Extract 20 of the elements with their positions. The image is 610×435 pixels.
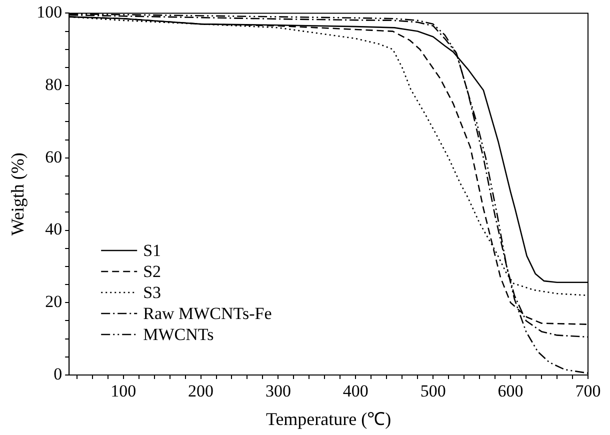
x-tick-label: 200 bbox=[188, 382, 214, 401]
y-tick-label: 20 bbox=[45, 292, 62, 312]
y-tick-label: 100 bbox=[36, 2, 62, 22]
x-tick-label: 400 bbox=[342, 382, 368, 401]
x-axis-title: Temperature (℃) bbox=[266, 408, 392, 429]
y-tick-label: 60 bbox=[45, 147, 62, 166]
x-tick-label: 300 bbox=[265, 382, 291, 401]
legend-label: S2 bbox=[143, 262, 162, 281]
y-tick-label: 40 bbox=[45, 220, 62, 239]
x-tick-label: 600 bbox=[498, 382, 524, 401]
legend-label: S1 bbox=[143, 240, 162, 260]
legend-label: Raw MWCNTs-Fe bbox=[143, 304, 272, 323]
legend-label: MWCNTs bbox=[143, 324, 214, 344]
legend-label: S3 bbox=[143, 282, 162, 302]
y-tick-label: 80 bbox=[45, 75, 62, 94]
x-tick-label: 700 bbox=[575, 382, 601, 401]
x-tick-label: 100 bbox=[110, 382, 136, 401]
x-tick-label: 500 bbox=[420, 382, 446, 401]
y-axis-title: Weigth (%) bbox=[8, 152, 28, 236]
y-tick-label: 0 bbox=[54, 364, 62, 384]
